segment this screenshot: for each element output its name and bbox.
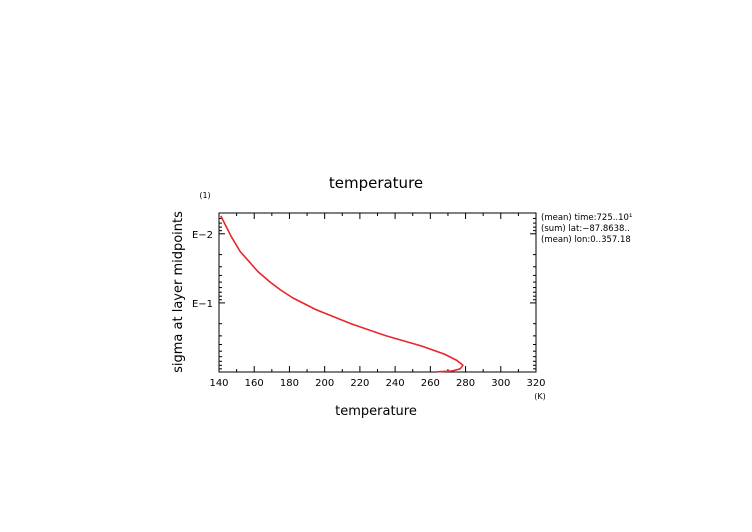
series-line — [220, 215, 464, 373]
annotation-time: (mean) time:725..10¹ — [541, 213, 632, 223]
x-tick-label: 200 — [315, 378, 334, 389]
plot-frame — [218, 212, 537, 373]
y-tick-label: E−1 — [192, 299, 213, 310]
y-unit-label: (1) — [199, 191, 210, 200]
x-tick-label: 160 — [245, 378, 264, 389]
x-tick-label: 220 — [350, 378, 369, 389]
x-tick-label: 240 — [386, 378, 405, 389]
y-axis-title: sigma at layer midpoints — [171, 211, 186, 373]
x-unit-label: (K) — [534, 392, 546, 401]
x-tick-label: 320 — [526, 378, 545, 389]
y-tick-label: E−2 — [192, 230, 213, 241]
x-tick-label: 300 — [491, 378, 510, 389]
x-tick-label: 260 — [421, 378, 440, 389]
x-axis-title: temperature — [335, 404, 417, 419]
x-tick-label: 280 — [456, 378, 475, 389]
annotation-lat: (sum) lat:−87.8638.. — [541, 224, 630, 234]
annotation-lon: (mean) lon:0..357.18 — [541, 235, 631, 245]
x-tick-label: 180 — [280, 378, 299, 389]
x-tick-label: 140 — [209, 378, 228, 389]
chart-title: temperature — [329, 174, 423, 192]
